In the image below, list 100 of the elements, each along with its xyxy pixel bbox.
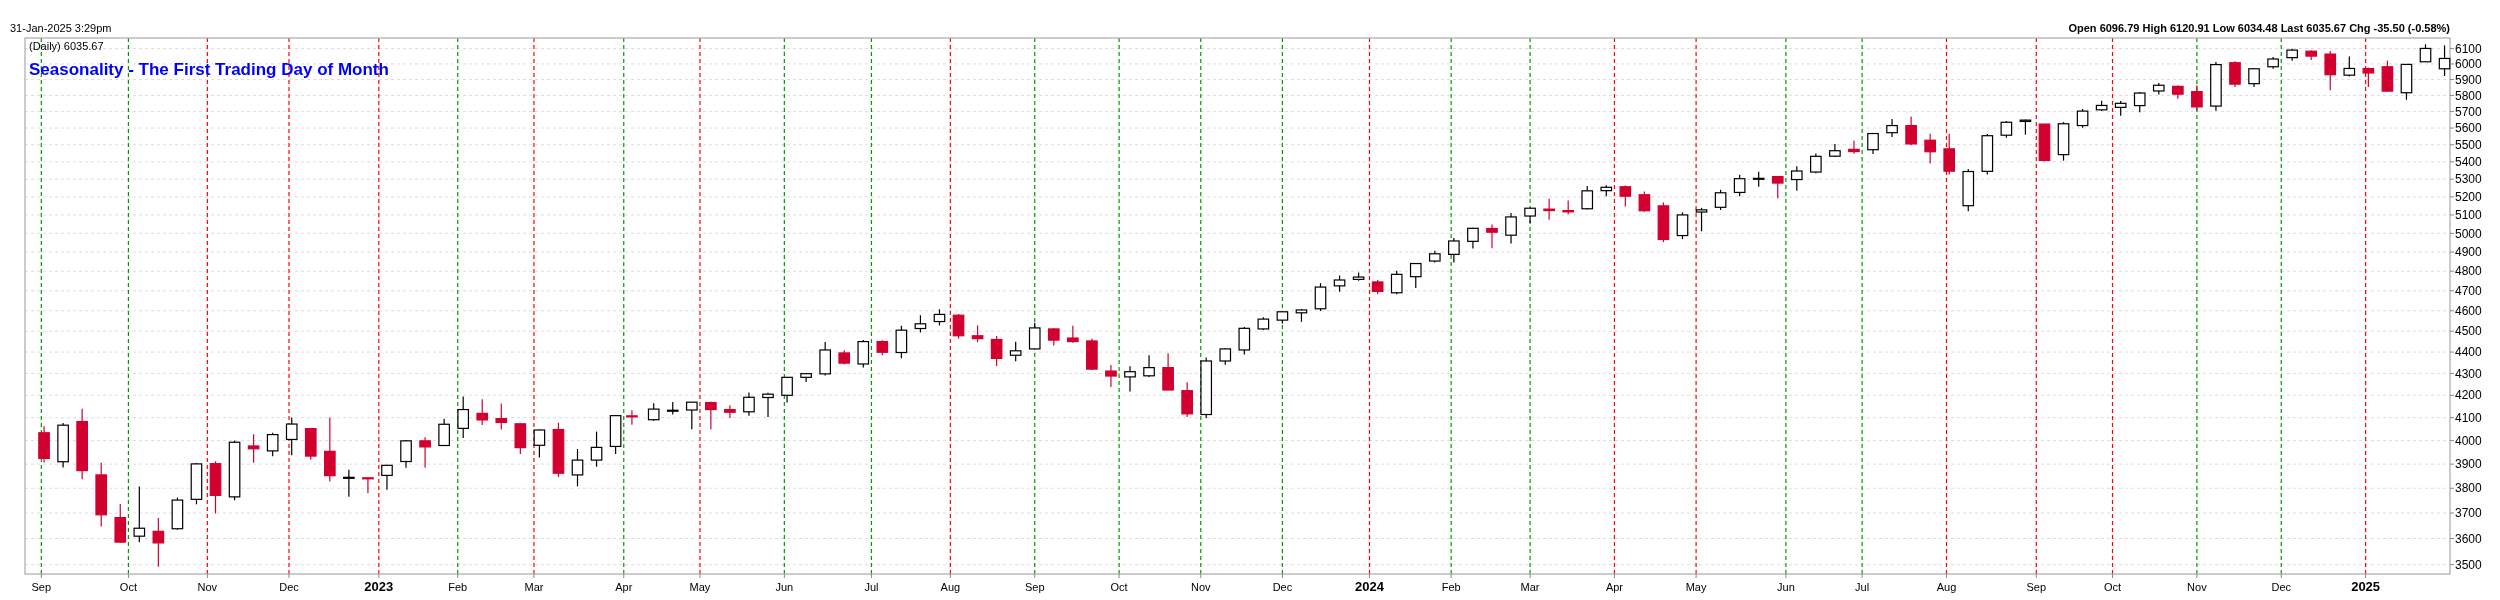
candlestick xyxy=(1448,237,1460,264)
candlestick xyxy=(1848,140,1860,155)
y-tick-label: 3900 xyxy=(2455,457,2483,472)
x-tick-label: Mar xyxy=(1520,581,1540,593)
candlestick xyxy=(895,325,908,359)
candlestick xyxy=(1390,270,1403,295)
candlestick xyxy=(1638,190,1651,213)
candlestick xyxy=(1733,174,1746,197)
candlestick xyxy=(1714,189,1727,211)
x-tick-label: Jul xyxy=(864,581,879,593)
candlestick xyxy=(419,436,431,469)
candlestick xyxy=(2076,108,2089,129)
candlestick xyxy=(343,469,355,498)
x-tick-label: Oct xyxy=(1110,581,1128,593)
candlestick xyxy=(362,476,374,494)
x-tick-label: Nov xyxy=(2187,581,2208,593)
candlestick xyxy=(857,339,870,368)
candlestick xyxy=(819,341,832,376)
x-tick-label: May xyxy=(689,581,711,593)
x-tick-label: Feb xyxy=(448,581,468,593)
x-tick-label: Dec xyxy=(1272,581,1293,593)
candlestick xyxy=(1790,165,1803,192)
x-tick-label: 2023 xyxy=(364,579,394,594)
y-tick-label: 5500 xyxy=(2455,137,2483,152)
candlestick xyxy=(533,428,546,459)
x-tick-label: Jul xyxy=(1855,581,1870,593)
candlestick xyxy=(438,418,450,447)
candlestick xyxy=(266,432,279,457)
y-tick-label: 4800 xyxy=(2455,264,2483,279)
candlestick xyxy=(1943,133,1956,176)
candlestick xyxy=(2191,84,2203,112)
candlestick xyxy=(1867,132,1879,155)
candlestick xyxy=(781,376,793,404)
candlestick xyxy=(1409,262,1422,289)
y-tick-label: 6000 xyxy=(2455,57,2483,72)
y-tick-label: 4900 xyxy=(2455,245,2483,260)
candlestick xyxy=(1676,211,1689,240)
y-tick-label: 4300 xyxy=(2455,366,2483,381)
candlestick xyxy=(2324,50,2337,91)
y-tick-label: 4000 xyxy=(2455,433,2483,448)
candlestick xyxy=(1028,322,1041,350)
candlestick xyxy=(285,416,298,456)
candlestick xyxy=(381,464,393,491)
x-tick-label: Nov xyxy=(1190,581,1212,593)
text: Open 6096.79 High 6120.91 Low 6034.48 Last 6035.67 Chg -35.50 (-0.58%) xyxy=(2068,22,2451,34)
y-tick-label: 4400 xyxy=(2455,345,2483,360)
candlestick xyxy=(1105,364,1117,388)
candlestick xyxy=(1181,381,1193,418)
candlestick xyxy=(762,392,774,418)
x-tick-label: May xyxy=(1685,581,1707,593)
candlestick xyxy=(247,433,260,464)
candlestick xyxy=(571,448,584,487)
x-tick-label: 2025 xyxy=(2351,579,2381,594)
candlestick xyxy=(1486,223,1498,249)
candlestick xyxy=(2229,60,2241,88)
y-tick-label: 5800 xyxy=(2455,88,2483,103)
candlestick xyxy=(1543,198,1555,221)
x-tick-label: Sep xyxy=(2026,581,2047,593)
x-tick-label: 2024 xyxy=(1355,579,1385,594)
x-tick-label: Oct xyxy=(119,581,137,593)
candlestick xyxy=(1505,212,1517,245)
y-tick-label: 4200 xyxy=(2455,388,2483,403)
candlestick xyxy=(1162,352,1174,391)
x-tick-label: Dec xyxy=(279,581,300,593)
candlestick xyxy=(495,402,508,431)
y-tick-label: 5400 xyxy=(2455,155,2483,170)
candlestick xyxy=(685,401,698,430)
x-tick-label: Aug xyxy=(1936,581,1957,593)
y-tick-label: 6100 xyxy=(2455,41,2483,56)
y-tick-label: 5600 xyxy=(2455,121,2483,136)
x-tick-label: Jun xyxy=(775,581,794,593)
x-tick-label: Aug xyxy=(940,581,961,593)
x-tick-label: Apr xyxy=(615,581,633,593)
candlestick xyxy=(1695,207,1708,232)
candlestick xyxy=(1905,115,1917,146)
text: Seasonality - The First Trading Day of Month xyxy=(29,60,389,79)
y-tick-label: 3700 xyxy=(2455,506,2483,521)
candlestick xyxy=(2248,67,2260,88)
candlestick xyxy=(400,439,412,469)
annotation: (Daily) 6035.67 xyxy=(29,40,104,52)
candlestick xyxy=(590,431,603,468)
y-tick-label: 4700 xyxy=(2455,284,2483,299)
candlestick xyxy=(1124,365,1136,393)
y-tick-label: 4500 xyxy=(2455,324,2483,339)
candlestick xyxy=(1314,282,1327,312)
x-tick-label: Jun xyxy=(1777,581,1795,593)
y-tick-label: 5900 xyxy=(2455,72,2483,87)
candlestick xyxy=(1771,175,1784,199)
candlestick xyxy=(476,398,489,426)
candlestick xyxy=(990,335,1003,367)
y-tick-label: 5300 xyxy=(2455,172,2483,187)
y-tick-label: 4100 xyxy=(2455,410,2483,425)
x-tick-label: Apr xyxy=(1605,581,1624,593)
y-tick-label: 3500 xyxy=(2455,557,2483,572)
x-tick-label: Sep xyxy=(1024,581,1045,593)
candlestick xyxy=(514,422,527,455)
x-tick-label: Mar xyxy=(524,581,544,593)
y-tick-label: 5200 xyxy=(2455,190,2483,205)
x-tick-label: Dec xyxy=(2271,581,2292,593)
candlestick xyxy=(743,391,755,417)
